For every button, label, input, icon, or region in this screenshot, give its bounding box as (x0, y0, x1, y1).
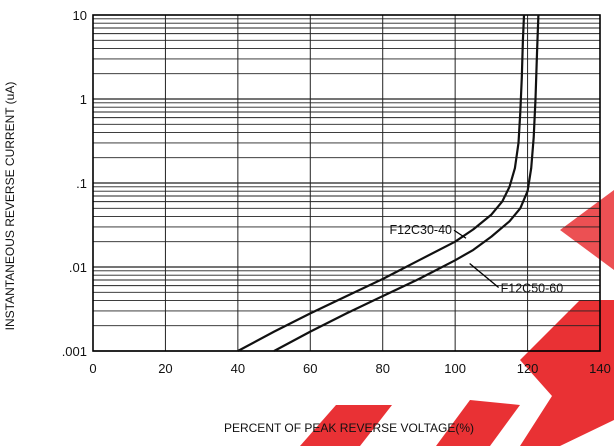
x-tick-label: 140 (589, 361, 611, 376)
y-tick-label: .001 (62, 344, 87, 359)
x-tick-label: 60 (303, 361, 317, 376)
x-tick-label: 20 (158, 361, 172, 376)
y-tick-label: 1 (80, 92, 87, 107)
y-tick-label: .1 (76, 176, 87, 191)
x-tick-label: 40 (231, 361, 245, 376)
x-tick-label: 120 (517, 361, 539, 376)
y-tick-labels: .001 .01 .1 1 10 (62, 8, 87, 359)
x-tick-label: 80 (375, 361, 389, 376)
series-group (237, 14, 540, 352)
series-line-2 (273, 14, 540, 352)
x-tick-labels: 0 20 40 60 80 100 120 140 (89, 361, 610, 376)
watermark-shape-1 (300, 405, 392, 446)
annotation-arrow (469, 263, 500, 289)
annotation-label: F12C50-60 (501, 282, 564, 296)
watermark-shape-2 (436, 400, 520, 446)
watermark-logo (300, 190, 614, 446)
y-tick-label: 10 (73, 8, 87, 23)
plot-frame (92, 14, 601, 352)
y-axis-label: INSTANTANEOUS REVERSE CURRENT (uA) (3, 82, 17, 331)
x-tick-label: 0 (89, 361, 96, 376)
series-line-1 (237, 14, 526, 352)
x-axis-label: PERCENT OF PEAK REVERSE VOLTAGE(%) (224, 421, 474, 435)
grid (92, 15, 601, 352)
x-tick-label: 100 (444, 361, 466, 376)
annotation-label: F12C30-40 (389, 223, 452, 237)
plot-border (92, 14, 601, 352)
annotations: F12C30-40 F12C50-60 (389, 223, 563, 295)
y-tick-label: .01 (69, 260, 87, 275)
annotation-arrow (453, 229, 467, 239)
watermark-shape-3 (520, 300, 614, 446)
